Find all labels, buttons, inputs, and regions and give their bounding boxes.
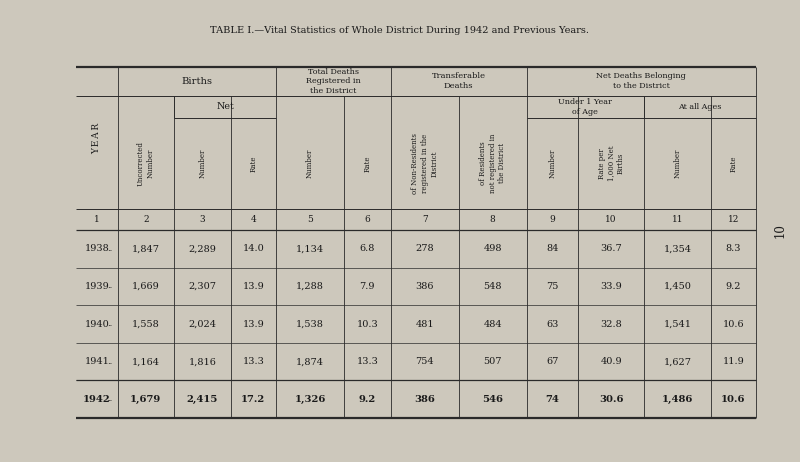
Text: 386: 386: [414, 395, 435, 404]
Text: 1,874: 1,874: [296, 357, 324, 366]
Text: 1,326: 1,326: [294, 395, 326, 404]
Text: 5: 5: [307, 215, 313, 224]
Text: 2,289: 2,289: [189, 244, 216, 253]
Text: 1,669: 1,669: [132, 282, 160, 291]
Text: 278: 278: [415, 244, 434, 253]
Text: 30.6: 30.6: [599, 395, 623, 404]
Text: 1,816: 1,816: [189, 357, 216, 366]
Text: 1,541: 1,541: [663, 320, 691, 328]
Text: 10.6: 10.6: [722, 320, 744, 328]
Text: 10.3: 10.3: [357, 320, 378, 328]
Text: 11.9: 11.9: [722, 357, 744, 366]
Text: Y E A R: Y E A R: [92, 122, 102, 153]
Text: Number: Number: [306, 149, 314, 178]
Text: Births: Births: [182, 77, 212, 86]
Text: 32.8: 32.8: [600, 320, 622, 328]
Text: At all Ages: At all Ages: [678, 103, 722, 111]
Text: 507: 507: [483, 357, 502, 366]
Text: Rate: Rate: [730, 155, 738, 172]
Text: 2: 2: [143, 215, 149, 224]
Text: Transferable
Deaths: Transferable Deaths: [432, 73, 486, 90]
Text: 1,627: 1,627: [663, 357, 691, 366]
Text: 14.0: 14.0: [242, 244, 264, 253]
Text: 1,354: 1,354: [663, 244, 691, 253]
Text: 1,450: 1,450: [663, 282, 691, 291]
Text: 1: 1: [94, 215, 100, 224]
Text: of Non-Residents
registered in the
District: of Non-Residents registered in the Distr…: [411, 133, 438, 194]
Text: 9.2: 9.2: [726, 282, 741, 291]
Text: 9: 9: [550, 215, 555, 224]
Text: 7: 7: [422, 215, 427, 224]
Text: 10.6: 10.6: [721, 395, 746, 404]
Text: TABLE I.—Vital Statistics of Whole District During 1942 and Previous Years.: TABLE I.—Vital Statistics of Whole Distr…: [210, 25, 590, 35]
Text: 36.7: 36.7: [600, 244, 622, 253]
Text: 1,679: 1,679: [130, 395, 162, 404]
Text: 9.2: 9.2: [358, 395, 376, 404]
Text: 17.2: 17.2: [242, 395, 266, 404]
Text: ..: ..: [107, 245, 112, 253]
Text: 1,134: 1,134: [296, 244, 324, 253]
Text: 13.9: 13.9: [242, 320, 264, 328]
Text: 8.3: 8.3: [726, 244, 741, 253]
Text: 386: 386: [415, 282, 434, 291]
Text: 548: 548: [483, 282, 502, 291]
Text: 6.8: 6.8: [360, 244, 375, 253]
Text: 1,288: 1,288: [296, 282, 324, 291]
Text: Number: Number: [548, 149, 556, 178]
Text: 1,486: 1,486: [662, 395, 693, 404]
Text: 481: 481: [415, 320, 434, 328]
Text: 63: 63: [546, 320, 558, 328]
Text: 7.9: 7.9: [359, 282, 375, 291]
Text: 484: 484: [483, 320, 502, 328]
Text: 67: 67: [546, 357, 558, 366]
Text: of Residents
not registered in
the District: of Residents not registered in the Distr…: [479, 134, 506, 193]
Text: 6: 6: [365, 215, 370, 224]
Text: 8: 8: [490, 215, 495, 224]
Text: Net Deaths Belonging
to the District: Net Deaths Belonging to the District: [597, 73, 686, 90]
Text: 2,415: 2,415: [186, 395, 218, 404]
Text: ..: ..: [107, 395, 112, 403]
Text: 498: 498: [483, 244, 502, 253]
Text: 33.9: 33.9: [600, 282, 622, 291]
Text: Rate: Rate: [250, 155, 258, 172]
Text: 75: 75: [546, 282, 558, 291]
Text: 13.9: 13.9: [242, 282, 264, 291]
Text: Rate: Rate: [363, 155, 371, 172]
Text: ..: ..: [107, 358, 112, 366]
Text: Total Deaths
Registered in
the District: Total Deaths Registered in the District: [306, 67, 361, 95]
Text: 74: 74: [546, 395, 559, 404]
Text: 11: 11: [672, 215, 683, 224]
Text: Uncorrected
Number: Uncorrected Number: [137, 141, 154, 186]
Text: 3: 3: [200, 215, 206, 224]
Text: 546: 546: [482, 395, 503, 404]
Text: 1941: 1941: [84, 357, 109, 366]
Text: 754: 754: [415, 357, 434, 366]
Text: Under 1 Year
of Age: Under 1 Year of Age: [558, 98, 612, 116]
Text: 1939: 1939: [84, 282, 109, 291]
Text: ..: ..: [107, 320, 112, 328]
Text: 2,307: 2,307: [189, 282, 217, 291]
Text: 1,538: 1,538: [296, 320, 324, 328]
Text: 10: 10: [606, 215, 617, 224]
Text: 1,847: 1,847: [132, 244, 160, 253]
Text: 2,024: 2,024: [189, 320, 217, 328]
Text: 40.9: 40.9: [600, 357, 622, 366]
Text: 1938: 1938: [84, 244, 109, 253]
Text: Number: Number: [674, 149, 682, 178]
Text: 1940: 1940: [84, 320, 109, 328]
Text: 1,164: 1,164: [132, 357, 160, 366]
Text: ..: ..: [107, 282, 112, 291]
Text: Number: Number: [198, 149, 206, 178]
Text: 10: 10: [774, 224, 786, 238]
Text: 1942: 1942: [83, 395, 110, 404]
Text: 84: 84: [546, 244, 558, 253]
Text: 13.3: 13.3: [356, 357, 378, 366]
Text: 1,558: 1,558: [132, 320, 160, 328]
Text: Net: Net: [216, 102, 234, 111]
Text: 12: 12: [728, 215, 739, 224]
Text: 13.3: 13.3: [242, 357, 264, 366]
Text: 4: 4: [250, 215, 256, 224]
Text: Rate per
1,000 Net
Births: Rate per 1,000 Net Births: [598, 146, 625, 181]
